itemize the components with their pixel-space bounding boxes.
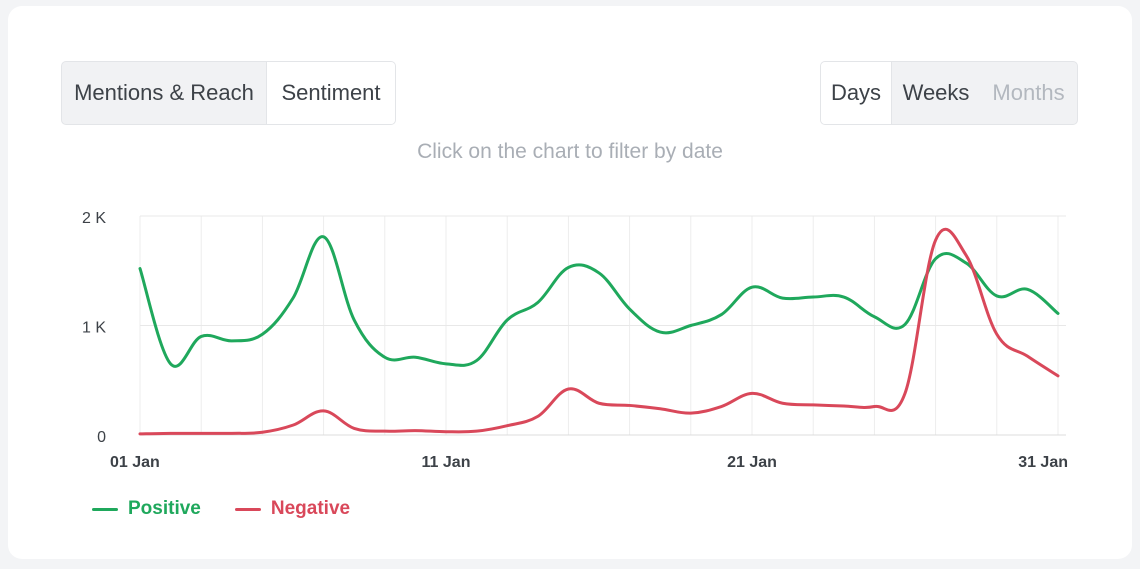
- tab-mentions-reach[interactable]: Mentions & Reach: [62, 62, 267, 124]
- data-point-negative[interactable]: [167, 429, 175, 437]
- tab-months: Months: [992, 80, 1065, 105]
- data-point-positive[interactable]: [932, 255, 940, 263]
- data-point-negative[interactable]: [350, 424, 358, 432]
- series-lines[interactable]: [136, 227, 1062, 438]
- data-point-negative[interactable]: [258, 428, 266, 436]
- data-point-positive[interactable]: [748, 283, 756, 291]
- data-point-positive[interactable]: [320, 233, 328, 241]
- data-point-negative[interactable]: [962, 251, 970, 259]
- legend-item-positive[interactable]: Positive: [92, 498, 201, 520]
- data-point-positive[interactable]: [411, 353, 419, 361]
- data-point-positive[interactable]: [993, 292, 1001, 300]
- data-point-positive[interactable]: [870, 313, 878, 321]
- data-point-positive[interactable]: [717, 311, 725, 319]
- data-point-positive[interactable]: [136, 265, 144, 273]
- data-point-positive[interactable]: [840, 293, 848, 301]
- data-point-positive[interactable]: [503, 316, 511, 324]
- data-point-positive[interactable]: [289, 294, 297, 302]
- x-tick-label: 21 Jan: [727, 454, 777, 471]
- y-tick-label: 1 K: [82, 320, 106, 337]
- data-point-negative[interactable]: [656, 405, 664, 413]
- metric-toggle: Mentions & Reach Sentiment: [61, 61, 396, 125]
- x-tick-label: 11 Jan: [422, 454, 471, 471]
- data-point-positive[interactable]: [381, 353, 389, 361]
- data-point-positive[interactable]: [534, 299, 542, 307]
- series-line-positive[interactable]: [138, 235, 1060, 368]
- data-point-positive[interactable]: [258, 330, 266, 338]
- chart-hint: Click on the chart to filter by date: [417, 140, 723, 163]
- data-point-negative[interactable]: [626, 401, 634, 409]
- data-point-negative[interactable]: [840, 402, 848, 410]
- data-point-negative[interactable]: [503, 422, 511, 430]
- data-point-positive[interactable]: [809, 293, 817, 301]
- data-point-positive[interactable]: [197, 332, 205, 340]
- axes: 0 1 K 2 K 01 Jan 11 Jan 21 Jan 31 Jan: [82, 210, 1068, 471]
- legend-item-negative[interactable]: Negative: [234, 498, 351, 520]
- data-point-positive[interactable]: [1023, 285, 1031, 293]
- tab-weeks[interactable]: Weeks: [902, 80, 970, 105]
- x-tick-label: 01 Jan: [110, 454, 160, 471]
- data-point-negative[interactable]: [870, 403, 878, 411]
- data-point-negative[interactable]: [289, 421, 297, 429]
- data-point-negative[interactable]: [228, 429, 236, 437]
- data-point-negative[interactable]: [901, 389, 909, 397]
- data-point-positive[interactable]: [167, 360, 175, 368]
- data-point-negative[interactable]: [473, 427, 481, 435]
- data-point-negative[interactable]: [197, 429, 205, 437]
- data-point-positive[interactable]: [656, 328, 664, 336]
- data-point-negative[interactable]: [564, 385, 572, 393]
- data-point-negative[interactable]: [748, 389, 756, 397]
- data-point-negative[interactable]: [1054, 372, 1062, 380]
- data-point-negative[interactable]: [534, 412, 542, 420]
- tab-days[interactable]: Days: [821, 62, 892, 124]
- data-point-negative[interactable]: [411, 427, 419, 435]
- legend-swatch-positive: [92, 507, 118, 511]
- data-point-negative[interactable]: [687, 409, 695, 417]
- legend-label-negative: Negative: [270, 498, 351, 519]
- series-line-negative[interactable]: [138, 227, 1060, 436]
- data-point-positive[interactable]: [473, 357, 481, 365]
- data-point-positive[interactable]: [901, 320, 909, 328]
- y-tick-label: 2 K: [82, 210, 106, 227]
- data-point-negative[interactable]: [136, 430, 144, 438]
- sentiment-card: Mentions & Reach Sentiment Days Weeks Mo…: [8, 6, 1132, 559]
- data-point-positive[interactable]: [779, 294, 787, 302]
- data-point-negative[interactable]: [381, 427, 389, 435]
- legend-swatch-negative: [234, 507, 261, 511]
- legend-label-positive: Positive: [128, 498, 201, 519]
- legend: Positive Negative: [92, 498, 350, 520]
- data-point-negative[interactable]: [779, 399, 787, 407]
- data-point-positive[interactable]: [564, 263, 572, 271]
- sentiment-chart[interactable]: 0 1 K 2 K 01 Jan 11 Jan 21 Jan 31 Jan: [8, 6, 1132, 559]
- data-point-positive[interactable]: [626, 305, 634, 313]
- data-point-negative[interactable]: [717, 403, 725, 411]
- x-tick-label: 31 Jan: [1018, 454, 1068, 471]
- data-point-negative[interactable]: [442, 428, 450, 436]
- data-point-negative[interactable]: [809, 401, 817, 409]
- data-point-positive[interactable]: [595, 269, 603, 277]
- range-toggle: Days Weeks Months: [820, 61, 1078, 125]
- data-point-negative[interactable]: [993, 330, 1001, 338]
- data-point-negative[interactable]: [595, 399, 603, 407]
- data-point-positive[interactable]: [687, 322, 695, 330]
- data-point-positive[interactable]: [1054, 309, 1062, 317]
- y-tick-label: 0: [97, 429, 106, 446]
- data-point-negative[interactable]: [320, 407, 328, 415]
- data-point-positive[interactable]: [228, 337, 236, 345]
- data-point-positive[interactable]: [350, 316, 358, 324]
- grid: [139, 215, 1066, 436]
- data-point-negative[interactable]: [932, 236, 940, 244]
- data-point-positive[interactable]: [442, 360, 450, 368]
- tab-sentiment[interactable]: Sentiment: [267, 62, 395, 124]
- data-point-negative[interactable]: [1023, 352, 1031, 360]
